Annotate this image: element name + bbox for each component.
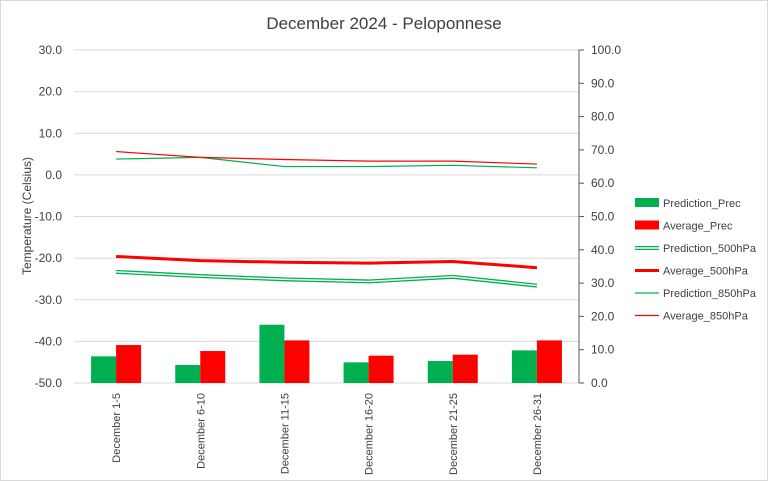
legend-prediction-850hpa-label: Prediction_850hPa xyxy=(663,288,757,300)
line-average-850hpa xyxy=(116,150,537,165)
bar-average-prec xyxy=(116,345,142,383)
y-tick-label: 10.0 xyxy=(39,126,63,140)
bar-average-prec xyxy=(284,340,310,383)
legend-average-prec-swatch xyxy=(635,220,659,230)
legend-prediction-prec-label: Prediction_Prec xyxy=(663,198,741,210)
y-tick-label: 0.0 xyxy=(45,168,62,182)
x-tick-label: December 6-10 xyxy=(195,393,207,469)
y2-tick-label: 30.0 xyxy=(591,276,615,290)
y-tick-label: -10.0 xyxy=(35,210,63,224)
legend-prediction-prec-swatch xyxy=(635,198,659,207)
legend-average-prec-label: Average_Prec xyxy=(663,221,733,233)
y2-tick-label: 90.0 xyxy=(591,76,615,90)
bar-prediction-prec xyxy=(175,365,201,383)
legend-prediction-500hpa-label: Prediction_500hPa xyxy=(663,243,757,255)
legend-average-500hpa-label: Average_500hPa xyxy=(663,266,749,278)
y2-tick-label: 20.0 xyxy=(591,309,615,323)
bar-prediction-prec xyxy=(343,362,369,383)
bar-average-prec xyxy=(536,340,562,383)
line-prediction-500hpa-inner xyxy=(116,271,537,287)
y2-tick-label: 60.0 xyxy=(591,176,615,190)
x-axis: December 1-5 December 6-10 December 11-15 D… xyxy=(111,393,544,475)
y-tick-label: -50.0 xyxy=(35,376,63,390)
bar-series xyxy=(91,324,562,383)
y-axis-right: 100.0 90.0 80.0 70.0 60.0 50.0 40.0 30.0 20.0 10.… xyxy=(578,43,621,390)
x-tick-label: December 11-15 xyxy=(279,393,291,474)
bar-average-prec xyxy=(368,355,394,383)
y2-tick-label: 70.0 xyxy=(591,143,615,157)
bar-average-prec xyxy=(452,354,478,383)
bar-prediction-prec xyxy=(427,361,453,383)
y2-tick-label: 50.0 xyxy=(591,210,615,224)
y-axis-title: Temperature (Celsius) xyxy=(20,157,34,275)
bar-prediction-prec xyxy=(259,324,285,383)
y-tick-label: -20.0 xyxy=(35,251,63,265)
line-series xyxy=(115,150,538,288)
bar-average-prec xyxy=(200,351,226,383)
x-tick-label: December 1-5 xyxy=(111,393,123,463)
chart-title: December 2024 - Peloponnese xyxy=(266,14,501,33)
y2-tick-label: 10.0 xyxy=(591,343,615,357)
y2-tick-label: 40.0 xyxy=(591,243,615,257)
y2-tick-label: 100.0 xyxy=(591,43,621,57)
y-axis-left: 30.0 20.0 10.0 0.0 -10.0 -20.0 -30.0 -40.0 -50.0 xyxy=(35,43,63,390)
legend: Prediction_Prec Average_Prec Prediction_50… xyxy=(635,198,757,323)
bar-prediction-prec xyxy=(511,350,537,383)
line-average-500hpa xyxy=(116,254,538,270)
legend-average-850hpa-label: Average_850hPa xyxy=(663,311,749,323)
x-tick-label: December 21-25 xyxy=(448,393,460,475)
bar-prediction-prec xyxy=(91,356,117,383)
gridlines xyxy=(74,49,579,384)
y-tick-label: 30.0 xyxy=(39,43,63,57)
line-prediction-850hpa xyxy=(116,156,537,169)
y-tick-label: -40.0 xyxy=(35,334,63,348)
y-tick-label: 20.0 xyxy=(39,85,63,99)
x-tick-label: December 26-31 xyxy=(532,393,544,475)
y-tick-label: -30.0 xyxy=(35,293,63,307)
y2-tick-label: 0.0 xyxy=(591,376,608,390)
y2-tick-label: 80.0 xyxy=(591,110,615,124)
x-tick-label: December 16-20 xyxy=(364,393,376,475)
